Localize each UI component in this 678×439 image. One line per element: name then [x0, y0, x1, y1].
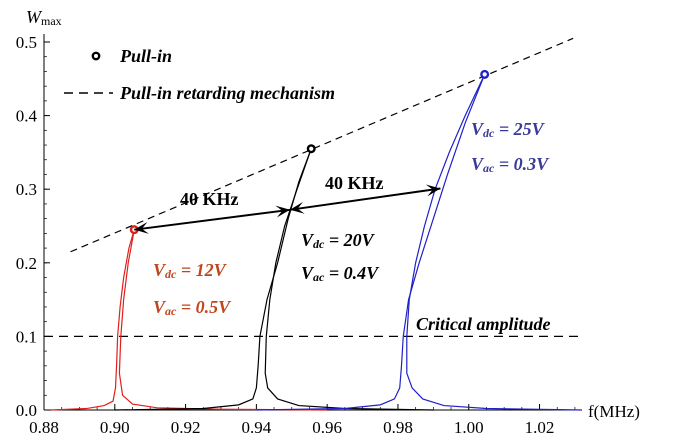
series-12v-vdc-label: Vdc = 12V [153, 260, 228, 281]
y-tick-label: 0.3 [16, 180, 37, 199]
series-labels: Vdc = 12V Vac = 0.5V Vdc = 20V Vac = 0.4… [153, 119, 550, 318]
annotation-arrowhead-end-0 [275, 205, 290, 218]
series-25v-left-branch [256, 74, 486, 411]
series-12v-vdc-value: = 12V [176, 260, 227, 280]
series-25v-right-branch [406, 74, 583, 411]
series-12v-vdc-main: V [153, 260, 167, 280]
legend: Pull-in Pull-in retarding mechanism [64, 46, 335, 103]
pull-in-point-20v [306, 144, 316, 154]
series-12v-vdc-sub: dc [165, 267, 177, 281]
legend-marker-pull-in [91, 51, 101, 61]
x-tick-label: 1.00 [454, 418, 484, 437]
annotation-layer [134, 184, 441, 234]
series-20v-vac-main: V [301, 263, 315, 283]
legend-label-retarding: Pull-in retarding mechanism [119, 83, 335, 103]
y-tick-label: 0.0 [16, 401, 37, 420]
series-25v-vdc-main: V [471, 119, 485, 139]
series-20v-vdc-main: V [301, 230, 315, 250]
series-20v-left-branch [114, 148, 312, 411]
series-25v-vdc-sub: dc [483, 126, 495, 140]
series-12v-right-branch [118, 229, 328, 411]
series-25v-vac-sub: ac [483, 161, 495, 175]
y-tick-label: 0.4 [16, 107, 38, 126]
series-25v-vdc-label: Vdc = 25V [471, 119, 546, 140]
series-20v-vdc-value: = 20V [324, 230, 375, 250]
critical-amplitude-label: Critical amplitude [416, 314, 551, 334]
series-layer [51, 69, 583, 411]
series-12v-left-branch [51, 229, 135, 411]
x-tick-label: 1.02 [525, 418, 555, 437]
series-12v-vac-value: = 0.5V [176, 297, 232, 317]
pull-in-point-25v [480, 69, 490, 79]
y-tick-label: 0.1 [16, 327, 37, 346]
y-tick-label: 0.5 [16, 33, 37, 52]
annotation-arrow-shaft-1 [289, 187, 441, 211]
series-20v-vac-label: Vac = 0.4V [301, 263, 380, 284]
x-axis: 0.88 0.90 0.92 0.94 0.96 0.98 1.00 1.02 [29, 404, 582, 437]
series-12v-vac-sub: ac [165, 304, 177, 318]
x-tick-label: 0.88 [29, 418, 59, 437]
series-12v-vac-main: V [153, 297, 167, 317]
annotation-arrowhead-end-1 [425, 184, 441, 197]
series-25v-vdc-value: = 25V [494, 119, 545, 139]
annotation-arrowhead-start-0 [134, 221, 149, 234]
annotation-arrow-shaft-0 [134, 208, 291, 231]
y-tick-label: 0.2 [16, 254, 37, 273]
x-tick-label: 0.92 [171, 418, 201, 437]
series-20v-vdc-label: Vdc = 20V [301, 230, 376, 251]
y-axis-label-main: W [26, 7, 43, 27]
series-20v-right-branch [264, 148, 434, 411]
x-tick-label: 0.90 [100, 418, 130, 437]
x-tick-label: 0.96 [312, 418, 342, 437]
x-tick-label: 0.98 [383, 418, 413, 437]
annotation-arrowhead-start-1 [289, 201, 305, 214]
series-20v-vac-value: = 0.4V [324, 263, 380, 283]
series-25v-vac-label: Vac = 0.3V [471, 154, 550, 175]
series-20v-vdc-sub: dc [313, 237, 325, 251]
y-axis: 0.0 0.1 0.2 0.3 0.4 0.5 [16, 33, 50, 420]
y-axis-label-sub: max [41, 14, 62, 28]
annotation-label-40khz-right: 40 KHz [325, 173, 384, 193]
series-25v-vac-value: = 0.3V [494, 154, 550, 174]
annotation-label-40khz-left: 40 KHz [180, 189, 239, 209]
legend-label-pull-in: Pull-in [119, 46, 172, 66]
y-axis-label: Wmax [26, 7, 62, 28]
series-12v-vac-label: Vac = 0.5V [153, 297, 232, 318]
series-20v-vac-sub: ac [313, 270, 325, 284]
x-tick-label: 0.94 [241, 418, 271, 437]
x-axis-label: f(MHz) [588, 402, 640, 421]
retarding-mechanism-line [70, 37, 574, 253]
series-25v-vac-main: V [471, 154, 485, 174]
